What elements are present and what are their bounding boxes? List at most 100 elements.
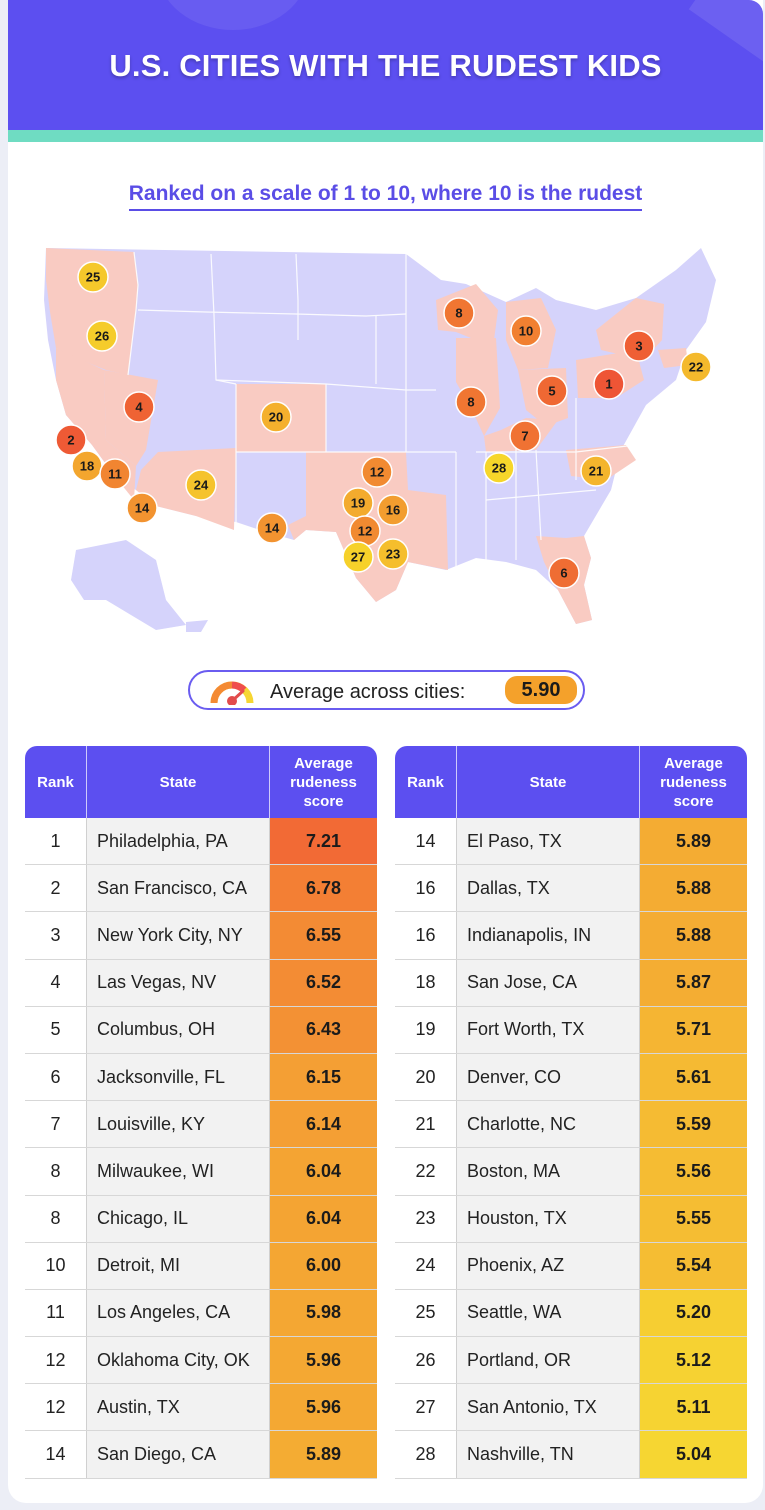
marker-label: 28 <box>492 461 506 476</box>
header-score: Average rudeness score <box>270 746 377 818</box>
marker-circle <box>99 458 131 490</box>
rank-cell: 26 <box>395 1337 457 1384</box>
city-marker: 1 <box>593 368 625 400</box>
score-cell: 5.54 <box>640 1242 747 1289</box>
rank-cell: 22 <box>395 1148 457 1195</box>
rank-cell: 12 <box>25 1384 87 1431</box>
average-summary: Average across cities: 5.90 <box>188 670 585 710</box>
rank-cell: 23 <box>395 1195 457 1242</box>
city-marker: 7 <box>509 420 541 452</box>
city-marker: 27 <box>342 541 374 573</box>
page-title: U.S. CITIES WITH THE RUDEST KIDS <box>109 48 662 83</box>
marker-label: 7 <box>521 429 528 444</box>
table-row: 12 Austin, TX 5.96 <box>25 1384 377 1432</box>
city-cell: Philadelphia, PA <box>87 818 270 865</box>
header-rank: Rank <box>395 746 457 818</box>
marker-circle <box>483 452 515 484</box>
marker-circle <box>123 391 155 423</box>
marker-circle <box>593 368 625 400</box>
table-row: 27 San Antonio, TX 5.11 <box>395 1384 747 1432</box>
table-row: 20 Denver, CO 5.61 <box>395 1053 747 1102</box>
city-marker: 4 <box>123 391 155 423</box>
table-row: 14 San Diego, CA 5.89 <box>25 1431 377 1479</box>
header-score-line: rudeness <box>290 773 357 791</box>
city-marker: 8 <box>455 386 487 418</box>
city-cell: Nashville, TN <box>457 1431 640 1478</box>
gauge-icon <box>210 681 254 705</box>
score-cell: 5.96 <box>270 1384 377 1431</box>
city-marker: 10 <box>510 315 542 347</box>
city-marker: 6 <box>548 557 580 589</box>
header-decoration <box>158 0 308 30</box>
table-body: 14 El Paso, TX 5.89 16 Dallas, TX 5.88 16 India… <box>395 818 747 1479</box>
score-cell: 5.55 <box>640 1195 747 1242</box>
city-cell: Phoenix, AZ <box>457 1242 640 1289</box>
score-cell: 5.20 <box>640 1289 747 1337</box>
city-marker: 12 <box>361 456 393 488</box>
table-row: 28 Nashville, TN 5.04 <box>395 1431 747 1479</box>
score-cell: 6.14 <box>270 1101 377 1148</box>
score-cell: 5.88 <box>640 912 747 959</box>
city-cell: Milwaukee, WI <box>87 1148 270 1195</box>
marker-label: 25 <box>86 270 100 285</box>
table-row: 19 Fort Worth, TX 5.71 <box>395 1006 747 1054</box>
marker-circle <box>443 297 475 329</box>
header-score-line: Average <box>294 754 353 772</box>
marker-circle <box>455 386 487 418</box>
city-marker: 26 <box>86 320 118 352</box>
map-borders <box>127 251 637 570</box>
table-row: 24 Phoenix, AZ 5.54 <box>395 1242 747 1290</box>
marker-circle <box>342 541 374 573</box>
city-cell: Columbus, OH <box>87 1006 270 1053</box>
marker-label: 16 <box>386 503 400 518</box>
marker-label: 10 <box>519 324 533 339</box>
header-score-line: score <box>303 792 344 810</box>
city-cell: Indianapolis, IN <box>457 912 640 959</box>
table-row: 11 Los Angeles, CA 5.98 <box>25 1289 377 1338</box>
score-cell: 5.12 <box>640 1337 747 1384</box>
table-header: Rank State Average rudeness score <box>395 746 747 818</box>
marker-label: 18 <box>80 459 94 474</box>
score-cell: 5.87 <box>640 959 747 1006</box>
score-cell: 6.43 <box>270 1006 377 1053</box>
table-header: Rank State Average rudeness score <box>25 746 377 818</box>
subtitle: Ranked on a scale of 1 to 10, where 10 i… <box>8 182 763 211</box>
rank-cell: 8 <box>25 1195 87 1242</box>
marker-label: 20 <box>269 410 283 425</box>
score-cell: 5.71 <box>640 1006 747 1053</box>
rank-cell: 7 <box>25 1101 87 1148</box>
city-cell: Houston, TX <box>457 1195 640 1242</box>
rank-cell: 14 <box>25 1431 87 1478</box>
table-row: 26 Portland, OR 5.12 <box>395 1337 747 1385</box>
table-row: 6 Jacksonville, FL 6.15 <box>25 1053 377 1102</box>
city-cell: Chicago, IL <box>87 1195 270 1242</box>
average-label: Average across cities: <box>270 681 466 703</box>
marker-circle <box>510 315 542 347</box>
rank-cell: 10 <box>25 1242 87 1289</box>
marker-circle <box>260 401 292 433</box>
rank-cell: 19 <box>395 1006 457 1053</box>
rank-cell: 24 <box>395 1242 457 1289</box>
score-cell: 5.04 <box>640 1431 747 1478</box>
table-row: 16 Dallas, TX 5.88 <box>395 865 747 913</box>
rank-cell: 3 <box>25 912 87 959</box>
marker-label: 3 <box>635 339 642 354</box>
rank-cell: 8 <box>25 1148 87 1195</box>
city-marker: 23 <box>377 538 409 570</box>
marker-label: 6 <box>560 566 567 581</box>
marker-label: 19 <box>351 496 365 511</box>
city-cell: Boston, MA <box>457 1148 640 1195</box>
table-body: 1 Philadelphia, PA 7.21 2 San Francisco, CA 6… <box>25 818 377 1479</box>
header-score: Average rudeness score <box>640 746 747 818</box>
marker-label: 1 <box>605 377 612 392</box>
header-score-line: Average <box>664 754 723 772</box>
city-marker: 8 <box>443 297 475 329</box>
city-cell: Dallas, TX <box>457 865 640 912</box>
marker-circle <box>256 512 288 544</box>
city-cell: Los Angeles, CA <box>87 1289 270 1337</box>
score-cell: 5.56 <box>640 1148 747 1195</box>
city-cell: San Jose, CA <box>457 959 640 1006</box>
city-marker: 14 <box>126 492 158 524</box>
rank-cell: 1 <box>25 818 87 865</box>
table-row: 25 Seattle, WA 5.20 <box>395 1289 747 1338</box>
